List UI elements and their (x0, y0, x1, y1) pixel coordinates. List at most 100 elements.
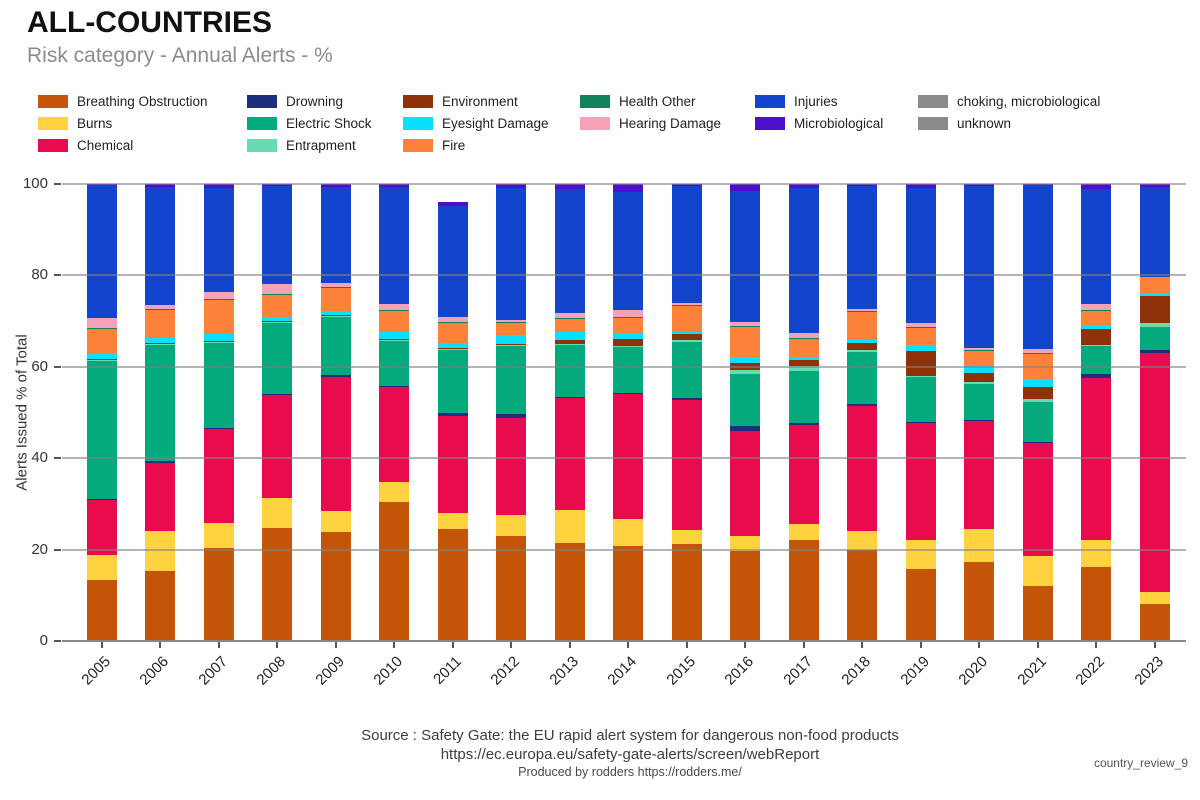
legend-item: Breathing Obstruction (38, 90, 208, 112)
bar-segment (1081, 324, 1111, 330)
x-tick-label: 2021 (1013, 653, 1050, 689)
bar-segment (1139, 295, 1170, 324)
bar-segment (145, 460, 175, 464)
bar-segment (613, 546, 643, 641)
bar-segment (1081, 378, 1111, 541)
legend-item-label: Health Other (619, 93, 696, 109)
bar-segment (554, 184, 585, 190)
gridline (62, 274, 1186, 277)
bar-segment (379, 186, 409, 304)
source-url: https://ec.europa.eu/safety-gate-alerts/… (440, 746, 820, 763)
bar-segment (203, 184, 234, 188)
gridline (62, 183, 1186, 185)
x-axis-line (62, 640, 1186, 642)
y-axis-title: Alerts Issued % of Total (13, 334, 31, 491)
legend-swatch-icon (403, 94, 433, 108)
bar-segment (847, 404, 877, 406)
legend-item-label: Fire (442, 137, 466, 153)
legend-item-label: Breathing Obstruction (77, 93, 208, 109)
bar-segment (613, 518, 643, 547)
legend-item: Fire (403, 134, 549, 156)
x-tick-mark (217, 642, 220, 648)
legend-item-label: Microbiological (794, 115, 884, 131)
bar-segment (905, 423, 936, 540)
bar-segment (1139, 349, 1170, 354)
bar-segment (262, 321, 292, 323)
bar-segment (1081, 345, 1111, 374)
x-tick-label: 2017 (779, 653, 816, 689)
y-tick-mark (54, 365, 61, 368)
bar-segment (262, 295, 292, 317)
bar-segment (1139, 326, 1170, 350)
legend-column: choking, microbiological unknown (918, 90, 1100, 134)
bar-segment (1139, 353, 1170, 593)
bar-segment (1081, 329, 1111, 345)
footer: Source : Safety Gate: the EU rapid alert… (60, 726, 1200, 779)
bar-segment (86, 354, 117, 360)
bar-segment (1139, 277, 1170, 294)
bar-segment (496, 188, 526, 321)
bar-segment (905, 568, 936, 641)
bar-segment (964, 372, 994, 382)
bar-segment (1139, 323, 1170, 327)
bar-segment (964, 419, 994, 421)
x-tick-mark (1153, 642, 1156, 648)
bar-segment (613, 339, 643, 347)
y-tick-mark (54, 548, 61, 551)
bar-segment (1022, 386, 1053, 400)
legend-swatch-icon (403, 116, 433, 130)
bar-segment (496, 417, 526, 515)
x-tick-mark (919, 642, 922, 648)
bar-segment (554, 339, 585, 344)
bar-segment (145, 463, 175, 531)
x-tick-mark (978, 642, 980, 648)
bar-segment (788, 370, 819, 424)
bar-segment (1081, 311, 1111, 325)
bar-segment (671, 305, 702, 332)
bar-segment (554, 344, 585, 397)
bar-segment (496, 320, 526, 323)
bar-segment (1081, 567, 1111, 641)
x-tick-mark (276, 642, 278, 648)
x-tick-mark (685, 642, 688, 648)
x-tick-label: 2010 (370, 653, 407, 689)
bar-segment (437, 529, 468, 641)
x-tick-label: 2009 (311, 653, 348, 689)
y-tick-mark (54, 274, 61, 277)
bar-segment (379, 501, 409, 641)
x-tick-label: 2014 (604, 653, 641, 689)
bar-segment (1139, 603, 1170, 641)
bar-segment (86, 318, 117, 329)
bar-segment (788, 188, 819, 333)
bar-segment (437, 342, 468, 349)
bar-segment (554, 398, 585, 510)
bar-segment (613, 333, 643, 340)
bar-segment (1081, 373, 1111, 379)
bar-segment (496, 514, 526, 536)
bar-segment (613, 184, 643, 192)
bar-segment (964, 185, 994, 348)
bar-segment (203, 341, 234, 343)
gridline (62, 457, 1186, 460)
legend-item: Injuries (755, 90, 883, 112)
bar-segment (964, 350, 994, 366)
bar-segment (964, 561, 994, 641)
bar-segment (730, 430, 760, 537)
bar-segment (1022, 585, 1053, 641)
legend-swatch-icon (918, 116, 948, 130)
bar-segment (437, 348, 468, 349)
bar-segment (320, 377, 351, 511)
bar-segment (320, 184, 351, 188)
legend-item-label: Entrapment (286, 137, 356, 153)
bar-segment (554, 331, 585, 340)
bar-segment (262, 528, 292, 641)
legend-item: Hearing Damage (580, 112, 721, 134)
legend-swatch-icon (38, 116, 68, 130)
bar-segment (203, 340, 234, 342)
legend-item-label: choking, microbiological (957, 93, 1101, 109)
legend-item-label: Injuries (794, 93, 838, 109)
bar-segment (730, 326, 760, 328)
bar-segment (788, 423, 819, 425)
bar-segment (847, 311, 877, 312)
legend-swatch-icon (403, 138, 433, 152)
